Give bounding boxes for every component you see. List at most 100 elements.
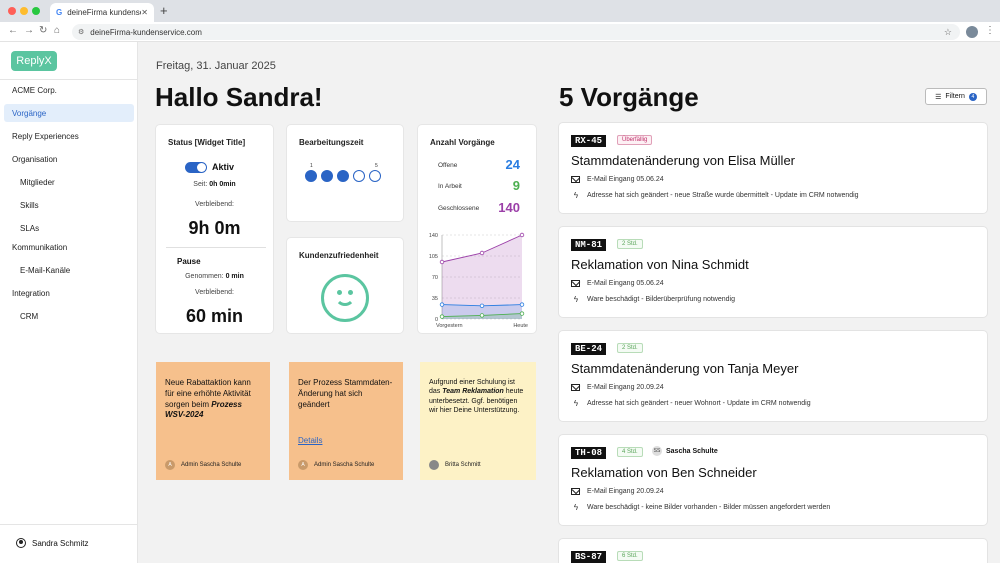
- minimize-window-button[interactable]: [20, 7, 28, 15]
- case-id: TH-08: [571, 447, 607, 459]
- reload-icon[interactable]: ↻: [39, 25, 48, 36]
- site-info-icon[interactable]: ⚙: [78, 29, 85, 36]
- data-point: [439, 314, 445, 319]
- forward-icon[interactable]: →: [24, 25, 34, 36]
- close-window-button[interactable]: [8, 7, 16, 15]
- google-icon: G: [56, 8, 63, 17]
- status-badge: 2 Std.: [617, 343, 643, 353]
- lightning-icon: ϟ: [573, 399, 579, 408]
- in-progress-count-value: 9: [512, 178, 520, 193]
- data-point: [479, 250, 485, 256]
- replyx-logo[interactable]: ReplyX: [11, 51, 57, 71]
- filter-icon: ☰: [935, 93, 942, 101]
- status-toggle[interactable]: [185, 162, 207, 173]
- filter-button[interactable]: ☰ Filtern 4: [925, 88, 987, 105]
- mail-icon: [571, 384, 580, 391]
- sidebar-item-integration[interactable]: Integration: [12, 288, 50, 298]
- status-badge: Überfällig: [617, 135, 653, 145]
- series-area: [442, 235, 522, 319]
- y-tick-label: 0: [435, 317, 438, 323]
- data-point: [519, 302, 525, 307]
- satisfaction-widget: Kundenzufriedenheit: [287, 238, 403, 333]
- case-title: Stammdatenänderung von Elisa Müller: [571, 153, 796, 168]
- since-row: Seit: 0h 0min: [193, 181, 236, 188]
- open-count-label: Offene: [438, 162, 458, 169]
- current-date: Freitag, 31. Januar 2025: [156, 60, 276, 72]
- processing-time-title: Bearbeitungszeit: [299, 138, 364, 147]
- sidebar-item-mitglieder[interactable]: Mitglieder: [20, 177, 55, 187]
- case-mail-row: E-Mail Eingang 20.09.24: [571, 384, 664, 391]
- case-card[interactable]: TH-08 4 Std. SS Sascha Schulte Reklamatio…: [559, 435, 987, 525]
- processing-level-dot: [337, 170, 349, 182]
- mail-icon: [571, 280, 580, 287]
- open-count-value: 24: [505, 157, 520, 172]
- sidebar: ReplyX ACME Corp. Vorgänge Reply Experie…: [0, 42, 138, 563]
- new-tab-button[interactable]: +: [160, 3, 168, 18]
- closed-count-value: 140: [498, 200, 520, 215]
- bookmark-star-icon[interactable]: ☆: [943, 26, 952, 37]
- satisfaction-title: Kundenzufriedenheit: [299, 251, 379, 260]
- sidebar-item-email-kanaele[interactable]: E-Mail-Kanäle: [20, 265, 71, 275]
- processing-level-dot: [321, 170, 333, 182]
- processing-level-dot: [353, 170, 365, 182]
- mail-icon: [571, 488, 580, 495]
- avatar: [429, 460, 439, 470]
- case-mail-row: E-Mail Eingang 05.06.24: [571, 280, 664, 287]
- close-tab-icon[interactable]: ✕: [141, 8, 148, 17]
- case-mail-row: E-Mail Eingang 20.09.24: [571, 488, 664, 495]
- status-badge: 4 Std.: [617, 447, 643, 457]
- sidebar-item-skills[interactable]: Skills: [20, 200, 39, 210]
- pause-remaining-time: 60 min: [185, 306, 244, 326]
- sidebar-item-organisation[interactable]: Organisation: [12, 154, 58, 164]
- data-point: [519, 232, 525, 238]
- filter-count-badge: 4: [968, 92, 977, 101]
- case-count-title: Anzahl Vorgänge: [430, 138, 495, 147]
- greeting-heading: Hallo Sandra!: [155, 82, 323, 112]
- status-widget: Status [Widget Title] Aktiv Seit: 0h 0mi…: [156, 125, 273, 333]
- back-icon[interactable]: ←: [8, 25, 18, 36]
- sidebar-item-crm[interactable]: CRM: [20, 311, 39, 321]
- cases-heading: 5 Vorgänge: [559, 82, 699, 112]
- home-icon[interactable]: ⌂: [54, 25, 61, 36]
- browser-tab[interactable]: G deineFirma kundenservice ✕: [50, 3, 154, 22]
- sidebar-item-acme[interactable]: ACME Corp.: [12, 85, 57, 95]
- maximize-window-button[interactable]: [32, 7, 40, 15]
- case-title: Reklamation von Nina Schmidt: [571, 257, 749, 272]
- case-card[interactable]: BS-87 6 Std.: [559, 539, 987, 563]
- sidebar-item-slas[interactable]: SLAs: [20, 223, 40, 233]
- sidebar-item-vorgaenge[interactable]: Vorgänge: [4, 104, 134, 122]
- note-text: Aufgrund einer Schulung ist das Team Rek…: [429, 379, 524, 415]
- y-tick-label: 35: [432, 296, 438, 302]
- divider: [0, 524, 138, 525]
- profile-avatar[interactable]: [966, 26, 978, 38]
- processing-level-dots: [305, 170, 381, 182]
- assignee[interactable]: SS Sascha Schulte: [652, 446, 718, 456]
- browser-menu-icon[interactable]: ⋮: [985, 25, 995, 36]
- avatar: SS: [652, 446, 662, 456]
- user-menu[interactable]: Sandra Schmitz: [16, 538, 88, 548]
- divider: [166, 247, 266, 248]
- details-link[interactable]: Details: [298, 436, 323, 445]
- case-card[interactable]: RX-45 Überfällig Stammdatenänderung von …: [559, 123, 987, 213]
- address-bar[interactable]: ⚙ deineFirma-kundenservice.com ☆: [72, 24, 960, 40]
- url-text: deineFirma-kundenservice.com: [90, 27, 202, 37]
- user-icon: [16, 538, 26, 548]
- case-card[interactable]: NM-81 2 Std. Reklamation von Nina Schmid…: [559, 227, 987, 317]
- pause-remaining-label: Verbleibend:: [195, 289, 234, 296]
- data-point: [479, 313, 485, 318]
- status-badge: 6 Std.: [617, 551, 643, 561]
- case-title: Stammdatenänderung von Tanja Meyer: [571, 361, 799, 376]
- case-count-widget: Anzahl Vorgänge Offene 24 In Arbeit 9 Ge…: [418, 125, 536, 333]
- sidebar-item-reply-experiences[interactable]: Reply Experiences: [12, 131, 79, 141]
- user-name: Sandra Schmitz: [32, 538, 89, 548]
- case-card[interactable]: BE-24 2 Std. Stammdatenänderung von Tanj…: [559, 331, 987, 421]
- data-point: [479, 303, 485, 308]
- x-tick-label: Vorgestern: [436, 323, 463, 329]
- pause-taken-row: Genommen: 0 min: [185, 273, 244, 280]
- scale-min-label: 1: [310, 163, 313, 169]
- remaining-label: Verbleibend:: [195, 201, 234, 208]
- sidebar-item-kommunikation[interactable]: Kommunikation: [12, 242, 68, 252]
- case-title: Reklamation von Ben Schneider: [571, 465, 757, 480]
- mail-icon: [571, 176, 580, 183]
